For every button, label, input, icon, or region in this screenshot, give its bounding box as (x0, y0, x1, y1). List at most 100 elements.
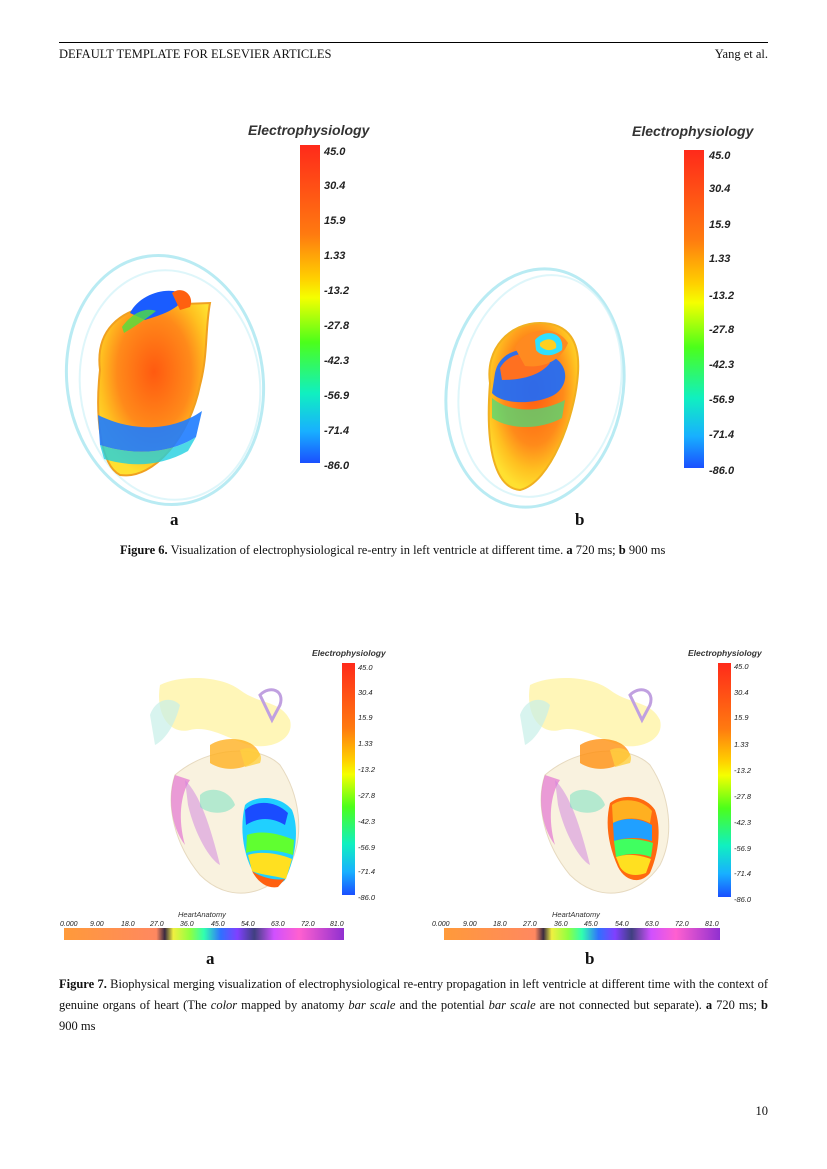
colorbar-tick: -56.9 (324, 390, 350, 402)
anatomy-bar-title: HeartAnatomy (178, 910, 227, 919)
colorbar-tick: 15.9 (324, 215, 346, 227)
figure6-caption-b: b (618, 543, 626, 557)
figure7-caption-b-text: 900 ms (59, 1019, 96, 1033)
anatomy-tick: 18.0 (493, 921, 507, 928)
colorbar-tick: -42.3 (324, 355, 349, 367)
anatomy-tick: 45.0 (584, 921, 598, 928)
figure7-caption-b: b (761, 998, 768, 1012)
anatomy-bar-title: HeartAnatomy (552, 910, 601, 919)
panel-label-b: b (585, 949, 594, 968)
anatomy-bar-gradient (64, 928, 344, 940)
figure6-caption-text: Visualization of electrophysiological re… (167, 543, 567, 557)
colorbar-ticks: 45.0 30.4 15.9 1.33 -13.2 -27.8 -42.3 -5… (323, 146, 350, 472)
figure7-panel-b: Electrophysiology 45.0 30.4 15.9 1.33 -1… (432, 648, 763, 968)
figure7-caption-a: a (705, 998, 713, 1012)
colorbar-ticks: 45.0 30.4 15.9 1.33 -13.2 -27.8 -42.3 -5… (708, 150, 735, 477)
colorbar-tick: -13.2 (324, 285, 349, 297)
colorbar-tick: -13.2 (709, 290, 734, 302)
panel-label-b: b (575, 510, 584, 529)
figure7-caption: Figure 7. Biophysical merging visualizat… (59, 974, 768, 1037)
colorbar-tick: -13.2 (734, 766, 752, 775)
header-journal-title: DEFAULT TEMPLATE FOR ELSEVIER ARTICLES (59, 47, 332, 61)
figure6-caption-b-text: 900 ms (625, 543, 666, 557)
colorbar-tick: -86.0 (709, 465, 735, 477)
anatomy-bar-ticks: 0.000 9.00 18.0 27.0 36.0 45.0 54.0 63.0… (432, 921, 719, 928)
colorbar-tick: 1.33 (734, 740, 749, 749)
colorbar-tick: -42.3 (734, 818, 752, 827)
colorbar-title: Electrophysiology (248, 122, 371, 138)
colorbar-tick: -27.8 (709, 324, 735, 336)
colorbar-tick: 15.9 (358, 713, 373, 722)
anatomy-bar-gradient (444, 928, 720, 940)
colorbar-gradient (342, 663, 355, 895)
figure6-panel-b: Electrophysiology 45.0 30.4 15.9 1.33 -1… (444, 123, 755, 529)
colorbar-tick: 15.9 (709, 219, 731, 231)
anatomy-tick: 72.0 (301, 921, 315, 928)
colorbar-tick: -71.4 (324, 425, 349, 437)
anatomy-tick: 27.0 (522, 921, 537, 928)
anatomy-tick: 45.0 (211, 921, 225, 928)
panel-label-a: a (170, 510, 179, 529)
colorbar-tick: -42.3 (709, 359, 734, 371)
anatomy-tick: 9.00 (90, 921, 104, 928)
figure7-caption-text-3: and the potential (395, 998, 489, 1012)
anatomy-tick: 36.0 (180, 921, 194, 928)
colorbar-tick: 1.33 (709, 253, 730, 265)
running-header: DEFAULT TEMPLATE FOR ELSEVIER ARTICLES Y… (59, 42, 768, 62)
colorbar-tick: 45.0 (734, 662, 749, 671)
panel-label-a: a (206, 949, 215, 968)
anatomy-tick: 54.0 (615, 921, 629, 928)
colorbar-ticks: 45.0 30.4 15.9 1.33 -13.2 -27.8 -42.3 -5… (358, 663, 376, 902)
colorbar-tick: -27.8 (358, 791, 376, 800)
colorbar-tick: -27.8 (324, 320, 350, 332)
anatomy-tick: 63.0 (645, 921, 659, 928)
anatomy-tick: 27.0 (149, 921, 164, 928)
colorbar-tick: -71.4 (734, 869, 751, 878)
colorbar-title: Electrophysiology (312, 648, 387, 658)
page-number: 10 (755, 1104, 769, 1118)
anatomy-tick: 18.0 (121, 921, 135, 928)
figure6-caption-a-text: 720 ms; (572, 543, 619, 557)
anatomy-tick: 9.00 (463, 921, 477, 928)
figure6-panel-a: Electrophysiology 45.0 30.4 15.9 1.33 -1… (64, 122, 371, 529)
anatomy-tick: 81.0 (705, 921, 719, 928)
colorbar-tick: -56.9 (709, 394, 735, 406)
colorbar-tick: 30.4 (358, 688, 373, 697)
figure7-panel-a: Electrophysiology 45.0 30.4 15.9 1.33 -1… (60, 648, 387, 968)
anatomy-tick: 0.000 (432, 921, 450, 928)
colorbar-tick: -13.2 (358, 765, 376, 774)
colorbar-tick: -86.0 (324, 460, 350, 472)
figure7-caption-a-text: 720 ms; (712, 998, 762, 1012)
anatomy-tick: 0.000 (60, 921, 78, 928)
anatomy-tick: 54.0 (241, 921, 255, 928)
colorbar-tick: 1.33 (358, 739, 373, 748)
header-authors: Yang et al. (714, 47, 768, 61)
colorbar-tick: -71.4 (358, 867, 375, 876)
anatomy-tick: 63.0 (271, 921, 285, 928)
figure7-caption-text-2: mapped by anatomy (237, 998, 349, 1012)
colorbar-tick: 1.33 (324, 250, 345, 262)
colorbar-tick: 45.0 (358, 663, 373, 672)
colorbar-tick: 30.4 (324, 180, 345, 192)
figure7-caption-text-1: Biophysical merging visualization of ele… (59, 977, 768, 1012)
colorbar-gradient (718, 663, 731, 897)
figure6-caption-a: a (566, 543, 573, 557)
colorbar-tick: -27.8 (734, 792, 752, 801)
colorbar-tick: 30.4 (709, 183, 730, 195)
anatomy-tick: 36.0 (554, 921, 568, 928)
colorbar-title: Electrophysiology (632, 123, 755, 139)
colorbar-tick: -42.3 (358, 817, 376, 826)
figure7-caption-italic-1: color (210, 998, 238, 1012)
colorbar-tick: -86.0 (734, 895, 752, 904)
colorbar-tick: -56.9 (734, 844, 752, 853)
anatomy-bar-ticks: 0.000 9.00 18.0 27.0 36.0 45.0 54.0 63.0… (60, 921, 344, 928)
figure7-label: Figure 7. (59, 977, 107, 991)
colorbar-ticks: 45.0 30.4 15.9 1.33 -13.2 -27.8 -42.3 -5… (734, 662, 752, 904)
colorbar-tick: 45.0 (708, 150, 731, 162)
figure7-caption-text-4: are not connected but separate). (535, 998, 706, 1012)
colorbar-tick: 45.0 (323, 146, 346, 158)
colorbar-tick: 30.4 (734, 688, 749, 697)
colorbar-tick: -71.4 (709, 429, 734, 441)
colorbar-gradient (300, 145, 320, 463)
figure6-caption: Figure 6. Visualization of electrophysio… (120, 540, 760, 561)
